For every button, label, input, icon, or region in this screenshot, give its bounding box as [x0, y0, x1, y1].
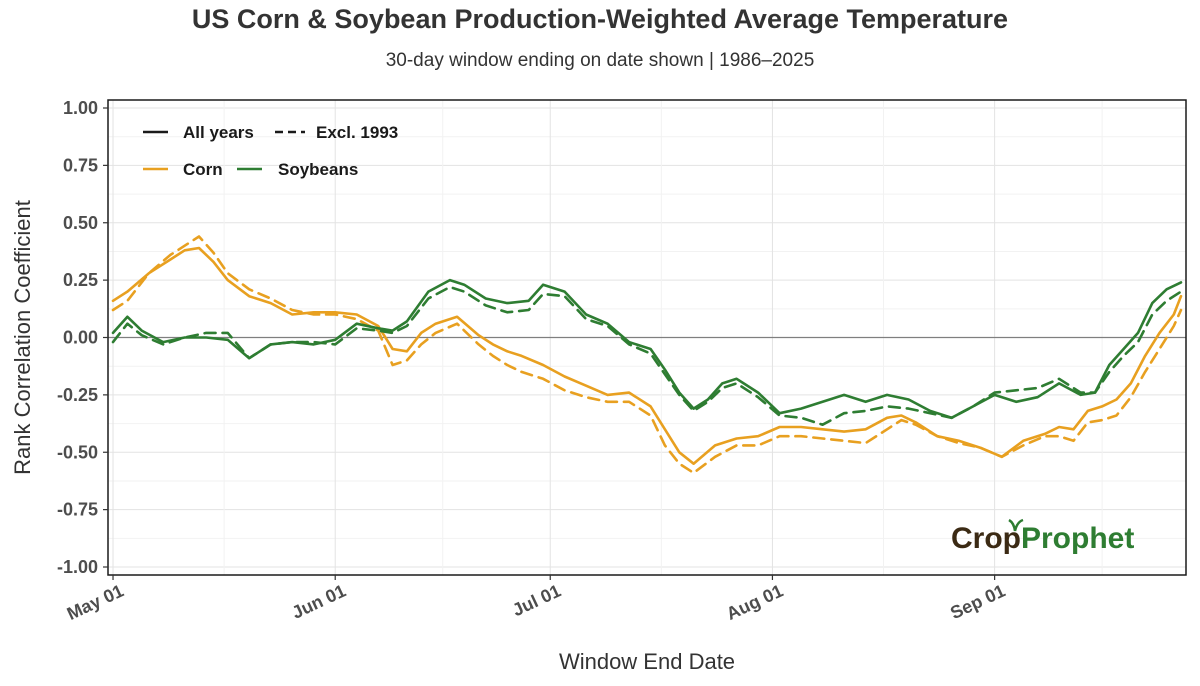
y-tick-label: 1.00 — [63, 98, 98, 118]
legend-label-excl-1993: Excl. 1993 — [316, 123, 398, 142]
x-tick-label: Aug 01 — [723, 580, 786, 623]
cropprophet-logo: CropProphet — [951, 518, 1134, 555]
series-lines — [111, 235, 1183, 475]
logo-text-prophet: Prophet — [1021, 522, 1134, 555]
y-axis-ticks: 1.00 0.75 0.50 0.25 0.00 -0.25 -0.50 -0.75 -1.00 — [57, 98, 108, 577]
chart-title: US Corn & Soybean Production-Weighted Av… — [191, 4, 1009, 34]
y-tick-label: -0.25 — [57, 385, 98, 405]
legend: All years Excl. 1993 Corn Soybeans — [143, 123, 398, 179]
y-tick-label: -0.75 — [57, 500, 98, 520]
x-tick-label: Jul 01 — [509, 580, 564, 620]
y-tick-label: -0.50 — [57, 442, 98, 462]
legend-label-soybeans: Soybeans — [278, 160, 358, 179]
sprout-icon — [1008, 518, 1024, 532]
series-line-corn-all-years — [111, 246, 1183, 465]
y-tick-label: 0.25 — [63, 270, 98, 290]
x-axis-ticks: May 01 Jun 01 Jul 01 Aug 01 Sep 01 — [64, 575, 1008, 624]
series-line-corn-excl-1993 — [111, 235, 1183, 475]
y-tick-label: 0.00 — [63, 328, 98, 348]
logo-wordmark: CropProphet — [951, 522, 1134, 555]
x-tick-label: May 01 — [64, 580, 127, 624]
y-axis-label: Rank Correlation Coefficient — [10, 200, 35, 475]
y-tick-label: -1.00 — [57, 557, 98, 577]
series-line-soybeans-excl-1993 — [111, 285, 1183, 426]
y-tick-label: 0.50 — [63, 213, 98, 233]
chart-subtitle: 30-day window ending on date shown | 198… — [385, 50, 815, 71]
logo-text-crop: Crop — [951, 522, 1021, 555]
grid-lines — [108, 100, 1186, 575]
x-tick-label: Sep 01 — [947, 580, 1008, 623]
legend-label-corn: Corn — [183, 160, 223, 179]
x-axis-label: Window End Date — [559, 649, 735, 674]
y-tick-label: 0.75 — [63, 155, 98, 175]
x-tick-label: Jun 01 — [289, 580, 349, 622]
legend-label-all-years: All years — [183, 123, 254, 142]
